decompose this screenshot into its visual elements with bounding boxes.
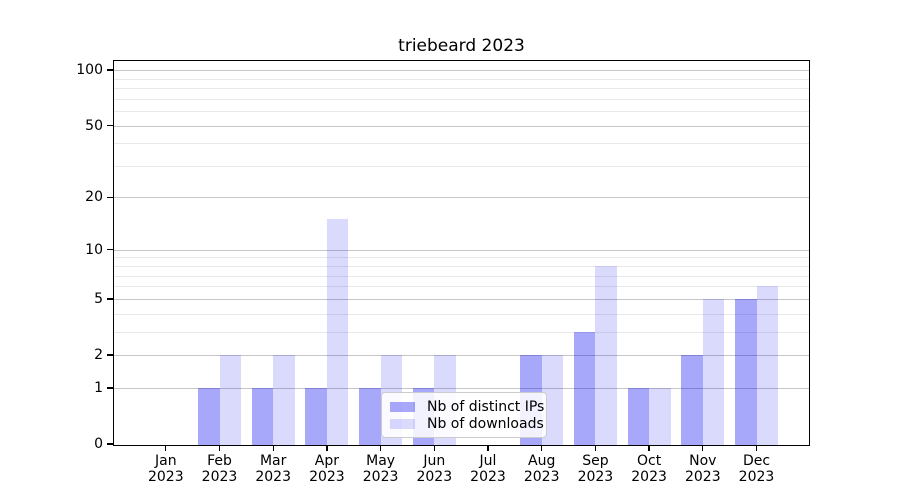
x-tick-mark — [755, 446, 758, 451]
major-gridline — [114, 355, 809, 356]
x-tick-year: 2023 — [309, 469, 345, 485]
x-tick-mark — [326, 446, 328, 451]
x-tick-year: 2023 — [684, 469, 721, 485]
x-tick-mark — [541, 446, 543, 451]
bar-distinct-ips-feb — [198, 387, 220, 445]
plot-area — [113, 60, 810, 446]
x-tick-year: 2023 — [362, 469, 399, 485]
bar-distinct-ips-sep — [573, 331, 596, 445]
legend: Nb of distinct IPs Nb of downloads — [381, 392, 547, 438]
y-tick-label: 2 — [94, 347, 103, 363]
x-tick-mark — [379, 446, 382, 451]
x-tick-label: Aug 2023 — [512, 453, 572, 485]
bar-downloads-aug — [541, 355, 564, 445]
major-gridline — [114, 387, 809, 389]
y-tick-label: 1 — [94, 379, 103, 396]
x-tick-mark — [594, 446, 597, 451]
x-tick-mark — [648, 446, 650, 451]
y-tick-label: 10 — [85, 241, 103, 258]
bar-downloads-mar — [273, 355, 295, 445]
major-gridline — [114, 125, 809, 127]
bar-downloads-dec — [756, 286, 778, 445]
major-gridline — [114, 70, 809, 72]
legend-swatch-distinct-ips — [390, 401, 415, 412]
x-tick-label: Jun 2023 — [404, 453, 464, 485]
x-tick-label: Feb 2023 — [190, 453, 250, 485]
y-tick-mark — [107, 69, 113, 71]
bar-distinct-ips-mar — [251, 387, 274, 445]
x-tick-label: Nov 2023 — [673, 453, 733, 485]
x-tick-label: Oct 2023 — [619, 453, 679, 485]
bar-downloads-feb — [219, 355, 241, 445]
minor-gridline — [114, 331, 809, 333]
x-tick-label: Apr 2023 — [297, 453, 357, 485]
x-tick-year: 2023 — [201, 469, 238, 485]
bar-distinct-ips-dec — [735, 298, 757, 445]
x-tick-label: Mar 2023 — [243, 453, 303, 485]
y-tick-label: 0 — [94, 436, 103, 452]
bar-downloads-sep — [595, 266, 617, 445]
legend-item-downloads: Nb of downloads — [390, 416, 544, 434]
chart-title: triebeard 2023 — [398, 36, 525, 56]
x-tick-label: May 2023 — [351, 453, 411, 485]
x-tick-year: 2023 — [577, 469, 614, 485]
minor-gridline — [114, 286, 809, 288]
x-tick-year: 2023 — [738, 469, 775, 485]
y-tick-mark — [107, 354, 113, 356]
x-tick-label: Dec 2023 — [727, 453, 787, 485]
major-gridline — [114, 298, 809, 300]
x-tick-mark — [433, 446, 435, 451]
x-tick-mark — [165, 446, 167, 451]
x-tick-mark — [702, 446, 704, 451]
bar-distinct-ips-may — [359, 387, 381, 445]
x-tick-year: 2023 — [255, 469, 291, 485]
minor-gridline — [114, 275, 809, 277]
bar-distinct-ips-oct — [627, 387, 650, 445]
bar-distinct-ips-nov — [681, 355, 703, 445]
minor-gridline — [114, 257, 809, 259]
y-tick-mark — [107, 387, 113, 389]
minor-gridline — [114, 88, 809, 90]
minor-gridline — [114, 313, 809, 315]
legend-swatch-downloads — [390, 419, 415, 430]
minor-gridline — [114, 266, 809, 268]
y-tick-label: 20 — [85, 189, 103, 206]
legend-label-distinct-ips: Nb of distinct IPs — [427, 398, 545, 415]
x-tick-label: Sep 2023 — [565, 453, 625, 485]
bar-distinct-ips-apr — [305, 387, 327, 445]
minor-gridline — [114, 111, 809, 113]
minor-gridline — [114, 78, 809, 80]
x-tick-year: 2023 — [523, 469, 560, 485]
x-tick-label: Jul 2023 — [458, 453, 518, 485]
bar-downloads-oct — [649, 387, 671, 445]
legend-label-downloads: Nb of downloads — [427, 416, 544, 433]
y-tick-label: 100 — [76, 62, 103, 79]
y-tick-mark — [107, 196, 113, 199]
bar-downloads-apr — [326, 219, 349, 445]
y-tick-mark — [107, 249, 113, 251]
x-tick-mark — [272, 446, 274, 451]
y-tick-label: 50 — [85, 117, 103, 134]
x-tick-year: 2023 — [470, 469, 506, 485]
y-tick-mark — [107, 443, 113, 445]
minor-gridline — [114, 143, 809, 145]
y-tick-mark — [107, 124, 113, 127]
y-tick-label: 5 — [94, 290, 103, 307]
minor-gridline — [114, 165, 809, 167]
x-tick-label: Jan 2023 — [136, 453, 196, 485]
major-gridline — [114, 249, 809, 251]
x-tick-mark — [218, 446, 221, 451]
legend-item-distinct-ips: Nb of distinct IPs — [390, 398, 544, 416]
x-tick-year: 2023 — [631, 469, 667, 485]
x-tick-mark — [487, 446, 489, 451]
x-tick-year: 2023 — [147, 469, 184, 485]
x-tick-year: 2023 — [416, 469, 453, 485]
bar-downloads-nov — [702, 298, 725, 445]
major-gridline — [114, 197, 809, 199]
y-tick-mark — [107, 298, 113, 300]
minor-gridline — [114, 98, 809, 100]
